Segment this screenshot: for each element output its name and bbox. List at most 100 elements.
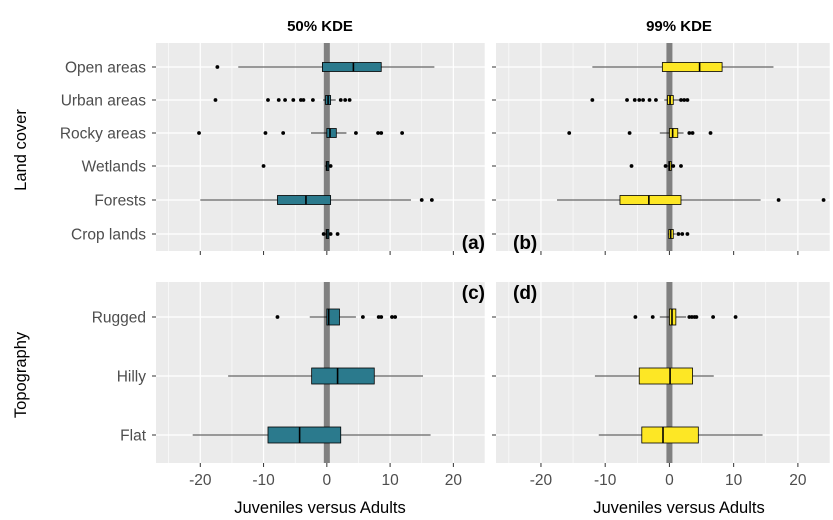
outlier-point xyxy=(328,232,333,236)
panel-a: Open areas Urban areas Rocky areas Wetlands… xyxy=(60,43,486,255)
outlier-point xyxy=(338,98,343,102)
outlier-point xyxy=(679,98,683,102)
y-tick-label: Rocky areas xyxy=(60,126,146,143)
x-tick-label: 0 xyxy=(323,472,332,489)
box-wetlands xyxy=(261,161,333,171)
box-forests xyxy=(200,195,434,205)
outlier-point xyxy=(390,315,394,319)
panel-c: Rugged Hilly Flat -20 -10 0 10 20 (c) xyxy=(92,282,486,489)
outlier-point xyxy=(647,98,652,102)
outlier-point xyxy=(733,315,738,319)
outlier-point xyxy=(343,98,348,102)
iqr-box xyxy=(326,128,337,138)
outlier-point xyxy=(283,98,287,102)
outlier-point xyxy=(590,98,595,102)
x-tick-label: -10 xyxy=(594,472,617,489)
outlier-point xyxy=(694,315,699,319)
panel-d: -20 -10 0 10 20 (d) xyxy=(492,282,831,489)
outlier-point xyxy=(708,131,713,135)
box-rocky-areas xyxy=(567,128,713,138)
outlier-point xyxy=(680,232,685,236)
outlier-point xyxy=(671,164,676,168)
box-flat xyxy=(192,426,431,444)
outlier-point xyxy=(687,131,692,135)
outlier-point xyxy=(685,98,690,102)
box-forests xyxy=(557,195,826,205)
outlier-point xyxy=(281,131,286,135)
outlier-point xyxy=(679,164,683,168)
box-rugged xyxy=(633,308,738,326)
y-tick-label: Urban areas xyxy=(61,93,147,110)
outlier-point xyxy=(311,98,315,102)
outlier-point xyxy=(663,164,668,168)
box-hilly xyxy=(228,367,423,385)
iqr-box xyxy=(277,195,332,205)
panel-tag-d: (d) xyxy=(513,283,537,304)
x-tick-label: 20 xyxy=(445,472,463,489)
x-axis-title-left: Juveniles versus Adults xyxy=(234,499,406,517)
panels-layer: Open areas Urban areas Rocky areas Wetlands… xyxy=(60,43,831,489)
outlier-point xyxy=(215,65,220,69)
iqr-box xyxy=(641,426,699,444)
outlier-point xyxy=(682,98,687,102)
box-crop-lands xyxy=(321,229,340,239)
outlier-point xyxy=(275,315,280,319)
x-tick-label: -10 xyxy=(252,472,275,489)
outlier-point xyxy=(633,315,638,319)
y-tick-label: Forests xyxy=(94,193,146,210)
outlier-point xyxy=(347,98,352,102)
outlier-point xyxy=(213,98,218,102)
y-tick-label: Hilly xyxy=(117,369,147,386)
box-urban-areas xyxy=(590,95,690,105)
outlier-point xyxy=(379,131,384,135)
panel-a-background xyxy=(156,43,485,251)
panel-b: (b) xyxy=(492,43,831,255)
outlier-point xyxy=(776,198,781,202)
outlier-point xyxy=(632,98,637,102)
panel-tag-b: (b) xyxy=(513,233,537,254)
box-open-areas xyxy=(592,62,774,72)
iqr-box xyxy=(638,367,693,385)
outlier-point xyxy=(328,164,333,168)
box-urban-areas xyxy=(213,95,352,105)
outlier-point xyxy=(711,315,715,319)
outlier-point xyxy=(360,315,365,319)
outlier-point xyxy=(419,198,424,202)
iqr-box xyxy=(661,62,723,72)
outlier-point xyxy=(637,98,642,102)
labels-layer: 50% KDE 99% KDE Land cover Topography Ju… xyxy=(12,18,765,517)
outlier-point xyxy=(263,131,268,135)
y-tick-label: Wetlands xyxy=(82,159,147,176)
column-title-50-kde: 50% KDE xyxy=(287,18,353,35)
iqr-box xyxy=(619,195,682,205)
row-title-land-cover: Land cover xyxy=(12,109,30,191)
outlier-point xyxy=(676,232,681,236)
outlier-point xyxy=(567,131,572,135)
y-tick-label: Open areas xyxy=(65,60,146,77)
outlier-point xyxy=(400,131,405,135)
outlier-point xyxy=(276,98,281,102)
outlier-point xyxy=(685,232,690,236)
y-tick-label: Rugged xyxy=(92,310,146,327)
box-crop-lands xyxy=(668,229,690,239)
outlier-point xyxy=(301,98,306,102)
outlier-point xyxy=(335,232,340,236)
outlier-point xyxy=(650,315,655,319)
box-rugged xyxy=(275,308,398,326)
outlier-point xyxy=(654,98,658,102)
x-axis-title-right: Juveniles versus Adults xyxy=(593,499,765,517)
x-tick-label: 10 xyxy=(381,472,399,489)
x-tick-label: 20 xyxy=(789,472,807,489)
outlier-point xyxy=(261,164,266,168)
box-open-areas xyxy=(215,62,435,72)
x-tick-label: 0 xyxy=(665,472,674,489)
box-hilly xyxy=(594,367,714,385)
outlier-point xyxy=(690,131,695,135)
x-tick-label: -20 xyxy=(189,472,212,489)
outlier-point xyxy=(376,131,380,135)
iqr-box xyxy=(311,367,375,385)
column-title-99-kde: 99% KDE xyxy=(646,18,712,35)
outlier-point xyxy=(266,98,270,102)
outlier-point xyxy=(321,232,326,236)
